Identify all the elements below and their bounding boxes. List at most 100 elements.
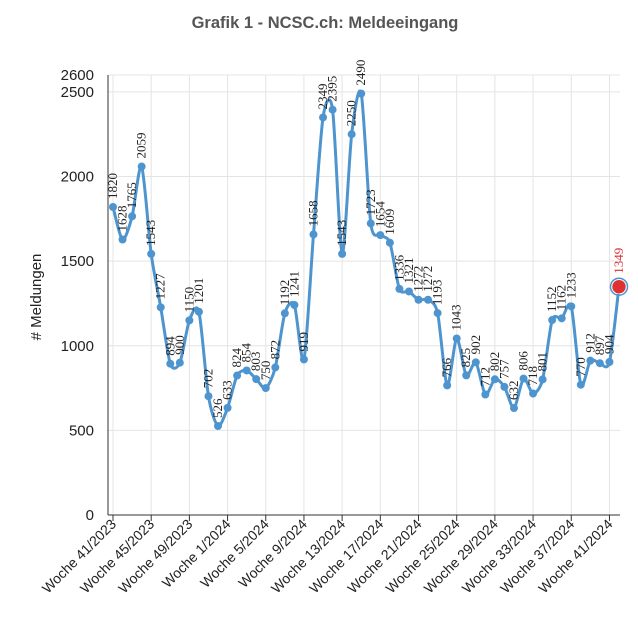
data-point [576,380,585,389]
data-point [605,358,614,367]
data-label: 632 [506,381,521,401]
data-label: 757 [496,359,511,379]
data-label: 712 [477,367,492,387]
data-label: 1628 [115,205,130,231]
data-point [280,309,289,318]
data-label: 2490 [353,60,368,86]
data-label: 1272 [411,266,426,292]
data-label: 801 [535,352,550,372]
data-point [118,235,127,244]
data-label: 1201 [191,278,206,304]
data-point-highlight [611,279,627,294]
data-point [156,303,165,312]
data-label: 1543 [143,220,158,246]
data-point [557,314,566,323]
data-label: 2395 [325,76,340,102]
data-label: 1193 [430,280,445,306]
data-point [109,203,117,211]
data-point [242,366,251,375]
y-tick-label: 0 [86,507,94,524]
data-label: 2349 [315,83,330,109]
data-label: 1043 [449,304,464,330]
y-axis-label: # Meldungen [28,254,45,341]
y-tick-label: 1000 [61,338,94,355]
data-point [452,334,461,343]
data-point [357,89,366,98]
data-label: 1241 [286,271,301,297]
data-label: 1233 [563,272,578,298]
data-label: 1654 [372,201,387,228]
data-point [175,358,184,367]
data-label: 897 [592,335,607,355]
data-label: 904 [601,334,616,354]
data-point [443,381,452,390]
grid-layer [108,74,620,515]
data-point [404,287,413,296]
data-point [462,371,471,380]
data-point [538,375,547,384]
data-label: 854 [239,342,254,362]
y-tick-label: 2000 [61,169,94,186]
data-point [214,421,223,430]
point-layer [109,89,629,430]
data-label: 1820 [105,173,120,199]
data-label: 526 [210,398,225,418]
data-point [137,162,146,171]
data-label: 750 [258,361,273,381]
data-label: 1192 [277,280,292,306]
data-point [338,249,347,258]
data-point [223,403,232,412]
data-point [490,375,499,384]
data-label: 1349 [611,248,626,274]
data-point [347,130,356,139]
data-point [500,382,509,391]
data-label: 1227 [153,273,168,300]
data-point [252,375,261,384]
data-label: 1162 [554,285,569,311]
data-label: 633 [220,380,235,400]
data-label: 912 [582,333,597,353]
data-point [328,105,337,114]
data-point [233,371,242,380]
data-point [519,374,528,383]
data-point [166,359,175,368]
data-point [376,231,385,240]
data-point [194,307,203,316]
data-label: 766 [439,357,454,377]
data-point [471,358,480,367]
data-point [433,309,442,318]
data-label: 2250 [344,100,359,126]
data-label: 902 [468,335,483,355]
data-label: 1658 [305,200,320,226]
data-point [567,302,576,311]
y-tick-label: 500 [69,422,94,439]
data-label: 702 [200,369,215,389]
data-point [529,389,538,398]
data-label: 1321 [401,257,416,283]
chart-title: Grafik 1 - NCSC.ch: Meldeeingang [192,14,459,32]
data-label: 919 [296,332,311,352]
data-point-highlight-ring [609,277,629,296]
data-point [271,363,280,372]
data-point [481,390,490,399]
data-point [395,284,404,293]
data-point [299,355,308,364]
data-label: 894 [162,336,177,356]
data-label: 1336 [391,254,406,281]
data-label: 806 [516,351,531,371]
data-point [309,230,318,239]
data-point [185,316,194,325]
data-label: 803 [248,352,263,372]
data-point [319,113,328,122]
data-point [128,212,137,221]
y-tick-label: 2500 [61,84,94,101]
data-point [204,392,213,401]
data-point [147,249,156,258]
data-point [586,356,595,365]
data-label: 1272 [420,266,435,292]
data-point [414,295,423,304]
data-label: 718 [525,366,540,386]
